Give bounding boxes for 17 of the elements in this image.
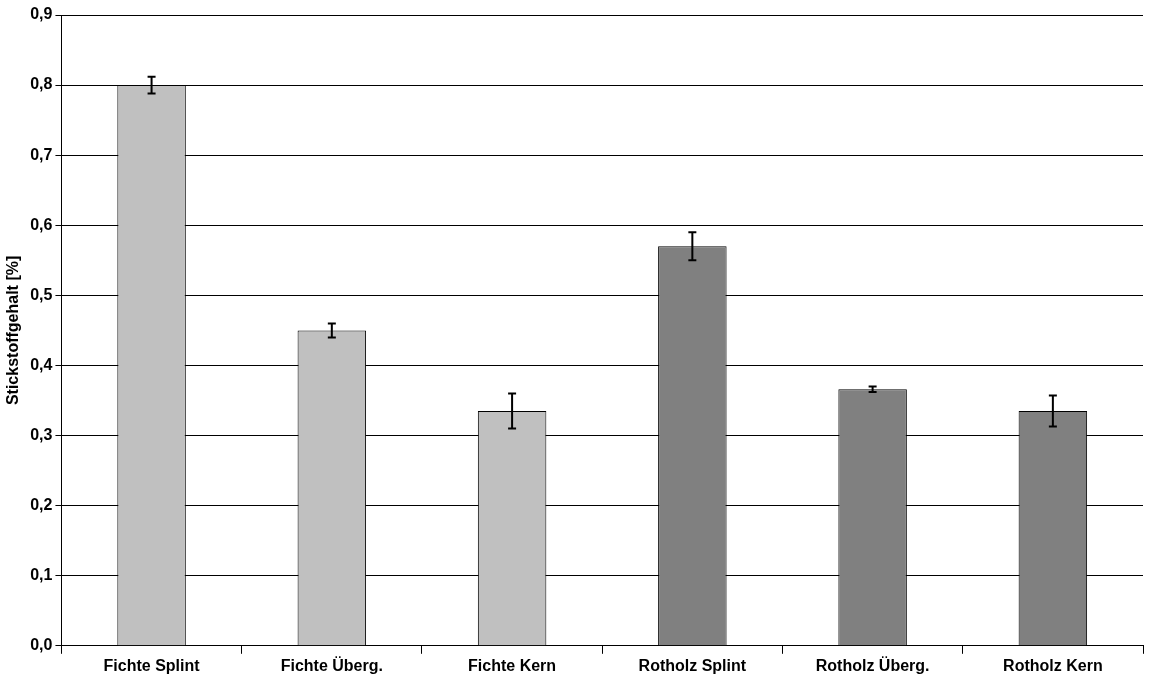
y-tick-label: 0,0 [30, 636, 53, 654]
y-tick-label: 0,8 [30, 75, 53, 93]
y-tick-label: 0,9 [30, 5, 53, 23]
x-tick-label: Rotholz Kern [1003, 656, 1103, 674]
y-tick-label: 0,4 [30, 355, 53, 373]
y-tick-label: 0,7 [30, 145, 53, 163]
y-tick-label: 0,5 [30, 285, 53, 303]
y-tick-label: 0,2 [30, 496, 53, 514]
x-tick-label: Fichte Splint [103, 656, 201, 674]
x-tick-label: Rotholz Splint [638, 656, 747, 674]
x-tick-label: Rotholz Überg. [815, 655, 930, 674]
y-tick-label: 0,6 [30, 215, 53, 233]
x-tick-label: Fichte Überg. [280, 655, 383, 674]
y-tick-label: 0,3 [30, 425, 53, 443]
y-axis-title: Stickstoffgehalt [%] [4, 255, 22, 406]
x-tick-label: Fichte Kern [468, 656, 557, 674]
y-tick-label: 0,1 [30, 566, 53, 584]
